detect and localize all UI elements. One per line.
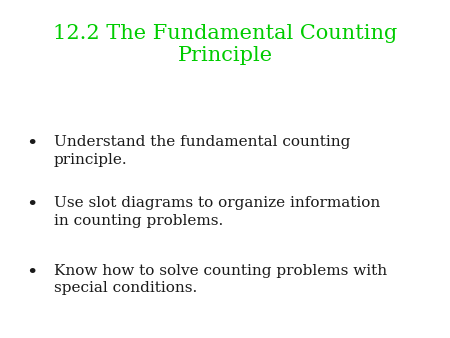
Text: Use slot diagrams to organize information
in counting problems.: Use slot diagrams to organize informatio… [54,196,380,228]
Text: 12.2 The Fundamental Counting
Principle: 12.2 The Fundamental Counting Principle [53,24,397,66]
Text: •: • [26,135,37,153]
Text: •: • [26,196,37,214]
Text: Know how to solve counting problems with
special conditions.: Know how to solve counting problems with… [54,264,387,295]
Text: •: • [26,264,37,282]
Text: Understand the fundamental counting
principle.: Understand the fundamental counting prin… [54,135,351,167]
